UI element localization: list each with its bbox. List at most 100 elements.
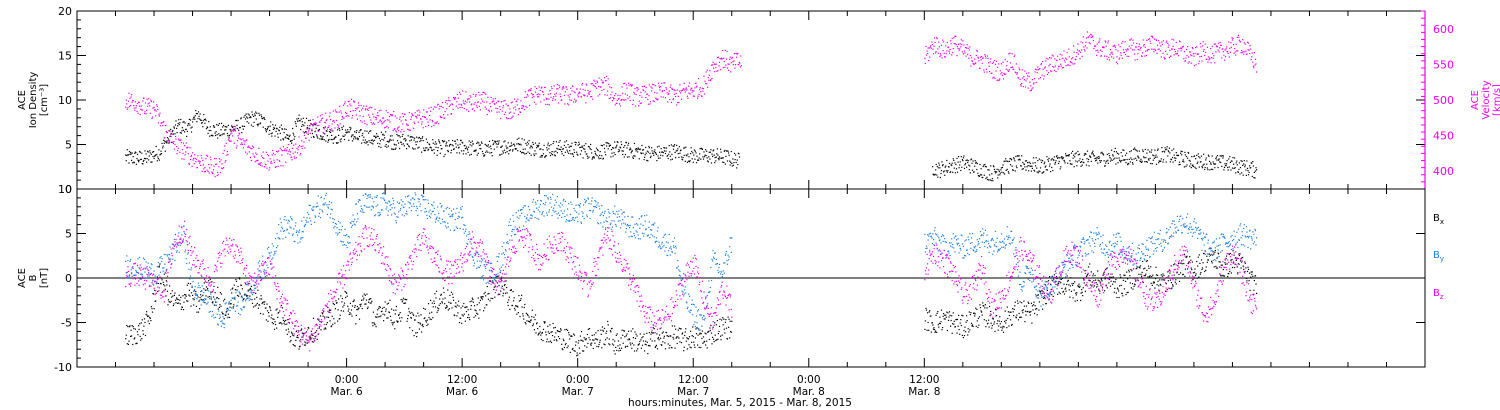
data-point [940, 309, 943, 311]
data-point [425, 125, 427, 128]
data-point [524, 96, 526, 99]
data-point [444, 303, 446, 305]
data-point [613, 350, 615, 352]
data-point [280, 124, 282, 126]
data-point [544, 322, 546, 324]
data-point [611, 91, 613, 93]
data-point [446, 141, 448, 143]
data-point [412, 314, 415, 316]
data-point [956, 318, 959, 321]
data-point [535, 153, 537, 155]
data-point [1191, 165, 1193, 167]
data-point [382, 122, 384, 124]
data-point [248, 289, 250, 291]
data-point [1244, 164, 1246, 166]
data-point [311, 334, 313, 336]
data-point [281, 323, 283, 325]
data-point [643, 159, 645, 161]
data-point [289, 341, 291, 343]
data-point [369, 130, 371, 132]
data-point [676, 336, 678, 338]
data-point [952, 171, 954, 173]
data-point [1242, 39, 1244, 41]
data-point [355, 107, 357, 109]
data-point [1028, 170, 1030, 172]
data-point [563, 94, 565, 96]
data-point [341, 297, 343, 300]
data-point [256, 112, 258, 114]
data-point [1218, 51, 1220, 53]
data-point [1136, 42, 1138, 45]
data-point [600, 79, 602, 81]
data-point [937, 176, 939, 178]
data-point [680, 90, 682, 92]
data-point [1049, 163, 1051, 165]
data-point [488, 146, 490, 148]
data-point [978, 175, 981, 177]
data-point [683, 346, 685, 348]
data-point [705, 344, 707, 346]
data-point [278, 130, 280, 132]
data-point [314, 336, 316, 338]
data-point [366, 124, 368, 126]
data-point [506, 118, 508, 120]
data-point [578, 141, 580, 143]
data-point [270, 121, 272, 123]
data-point [412, 313, 414, 315]
data-point [404, 302, 407, 304]
data-point [226, 310, 228, 312]
data-point [740, 55, 742, 57]
data-point [924, 62, 926, 64]
data-point [730, 62, 732, 64]
data-point [1000, 169, 1002, 171]
data-point [930, 315, 932, 317]
data-point [200, 294, 202, 296]
data-point [1015, 317, 1017, 319]
data-point [286, 147, 288, 149]
data-point [701, 148, 703, 150]
data-point [1075, 55, 1077, 58]
data-point [1251, 175, 1253, 177]
data-point [231, 129, 233, 131]
data-point [1064, 61, 1066, 63]
data-point [614, 340, 616, 342]
data-point [552, 322, 554, 325]
data-point [665, 150, 667, 152]
data-point [485, 93, 487, 95]
data-point [990, 72, 992, 74]
data-point [670, 144, 672, 146]
data-point [1177, 154, 1180, 157]
data-point [552, 142, 554, 145]
data-point [218, 123, 220, 125]
data-point [262, 151, 264, 153]
data-point [624, 145, 626, 147]
data-point [1225, 48, 1227, 50]
data-point [388, 119, 390, 121]
data-point [971, 169, 974, 171]
data-point [655, 153, 657, 155]
data-point [1222, 157, 1224, 159]
data-point [938, 326, 940, 328]
data-point [642, 89, 645, 91]
data-point [178, 119, 180, 121]
data-point [262, 301, 264, 304]
data-point [490, 106, 492, 108]
data-point [200, 164, 202, 166]
data-point [1136, 58, 1138, 61]
data-point [595, 154, 597, 156]
data-point [212, 135, 214, 137]
data-point [383, 117, 385, 119]
data-point [373, 322, 375, 324]
data-point [1195, 158, 1197, 160]
data-point [1019, 316, 1021, 318]
data-point [593, 339, 595, 341]
data-point [612, 339, 614, 341]
data-point [295, 157, 297, 159]
data-point [303, 134, 305, 136]
data-point [464, 144, 466, 147]
data-point [643, 333, 645, 335]
data-point [370, 119, 372, 121]
data-point [569, 150, 571, 152]
data-point [486, 145, 488, 147]
data-point [600, 144, 602, 146]
